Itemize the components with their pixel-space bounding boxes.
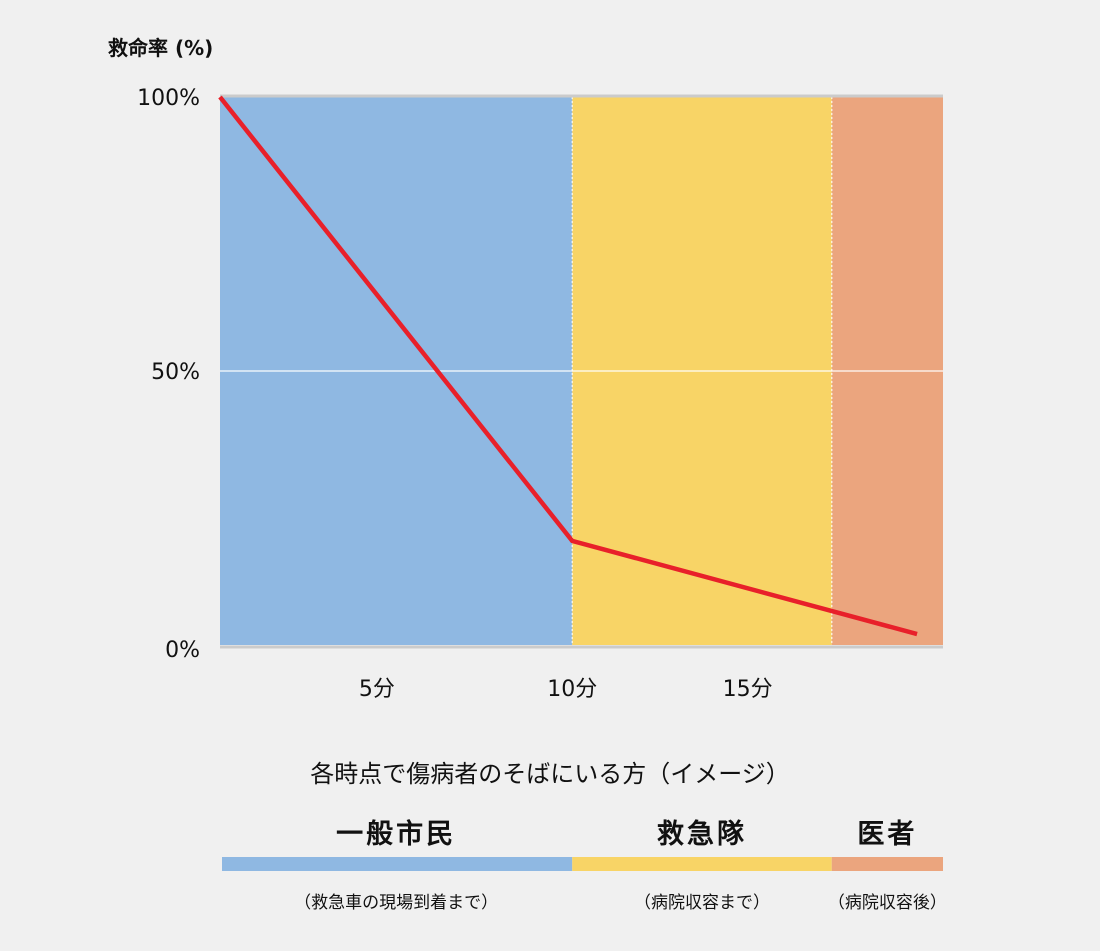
y-tick-label: 100% <box>137 86 200 111</box>
x-tick-label: 15分 <box>723 677 773 702</box>
legend-name: 救急隊 <box>656 819 747 850</box>
y-tick-label: 50% <box>151 360 200 385</box>
x-tick-label: 10分 <box>547 677 597 702</box>
series-line <box>218 95 918 637</box>
legend-bar-2 <box>831 857 943 871</box>
legend-note: （救急車の現場到着まで） <box>294 893 499 913</box>
legend-bar-1 <box>572 857 832 871</box>
legend-title: 各時点で傷病者のそばにいる方（イメージ） <box>310 760 790 788</box>
y-tick-label: 0% <box>165 638 200 663</box>
legend-name: 医者 <box>857 819 918 850</box>
y-axis-title: 救命率 (%) <box>108 36 214 60</box>
legend-name: 一般市民 <box>336 819 457 850</box>
legend-bar-0 <box>222 857 573 871</box>
legend-note: （病院収容後） <box>827 893 947 913</box>
legend-note: （病院収容まで） <box>633 893 770 913</box>
x-tick-label: 5分 <box>359 677 395 702</box>
